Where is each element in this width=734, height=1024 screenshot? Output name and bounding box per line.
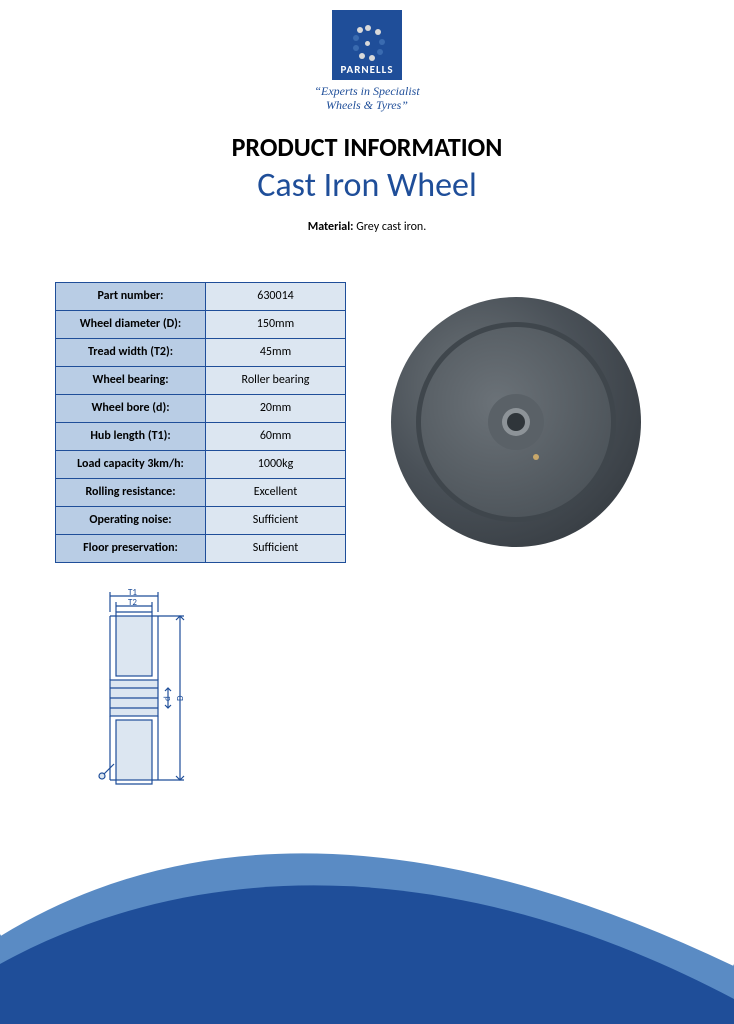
table-row: Rolling resistance:Excellent [56,478,346,506]
footer-swoosh [0,784,734,1024]
material-line: Material: Grey cast iron. [0,220,734,234]
spec-label: Wheel bearing: [56,366,206,394]
spec-value: 1000kg [206,450,346,478]
spec-value: 60mm [206,422,346,450]
table-row: Floor preservation:Sufficient [56,534,346,562]
logo-dots-icon [347,25,387,65]
spec-label: Wheel diameter (D): [56,310,206,338]
diagram-label-t2: T2 [128,597,137,608]
material-value: Grey cast iron. [356,220,426,234]
spec-label: Part number: [56,282,206,310]
table-row: Wheel bore (d):20mm [56,394,346,422]
content-row: Part number:630014Wheel diameter (D):150… [0,282,734,563]
product-name: Cast Iron Wheel [0,165,734,206]
spec-label: Load capacity 3km/h: [56,450,206,478]
wheel-icon [386,292,646,552]
spec-value: Excellent [206,478,346,506]
spec-value: 630014 [206,282,346,310]
table-row: Hub length (T1):60mm [56,422,346,450]
diagram-icon: T1 T2 d D [80,588,250,798]
spec-label: Operating noise: [56,506,206,534]
logo-area: PARNELLS “Experts in Specialist Wheels &… [0,0,734,113]
diagram-label-D-upper: D [175,695,186,701]
spec-label: Tread width (T2): [56,338,206,366]
table-row: Load capacity 3km/h:1000kg [56,450,346,478]
table-row: Wheel diameter (D):150mm [56,310,346,338]
material-label: Material: [308,220,354,234]
table-row: Operating noise:Sufficient [56,506,346,534]
brand-logo: PARNELLS [332,10,402,80]
spec-value: 20mm [206,394,346,422]
spec-label: Floor preservation: [56,534,206,562]
page-title: PRODUCT INFORMATION [0,131,734,163]
spec-label: Wheel bore (d): [56,394,206,422]
brand-name: PARNELLS [340,63,393,76]
technical-diagram: T1 T2 d D [80,588,734,803]
heading-block: PRODUCT INFORMATION Cast Iron Wheel [0,131,734,206]
table-row: Wheel bearing:Roller bearing [56,366,346,394]
brand-tagline: “Experts in Specialist Wheels & Tyres” [314,84,419,113]
spec-value: Roller bearing [206,366,346,394]
spec-label: Rolling resistance: [56,478,206,506]
spec-value: 150mm [206,310,346,338]
tagline-line-2: Wheels & Tyres” [326,98,408,112]
spec-value: Sufficient [206,506,346,534]
wheel-photo [386,292,646,552]
spec-label: Hub length (T1): [56,422,206,450]
table-row: Part number:630014 [56,282,346,310]
table-row: Tread width (T2):45mm [56,338,346,366]
diagram-label-d: d [162,696,173,701]
tagline-line-1: “Experts in Specialist [314,84,419,98]
spec-value: Sufficient [206,534,346,562]
spec-table: Part number:630014Wheel diameter (D):150… [55,282,346,563]
spec-value: 45mm [206,338,346,366]
